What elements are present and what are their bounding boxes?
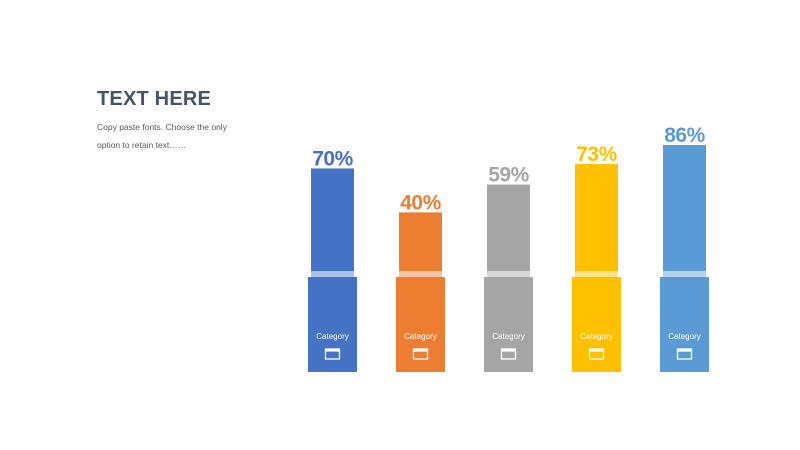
window-icon-bar [325, 349, 340, 352]
value-label-3: 59% [488, 164, 529, 187]
bar-3-separator [487, 271, 530, 277]
bar-3-base [484, 277, 533, 372]
bar-4-base [572, 277, 621, 372]
window-icon-bar [501, 349, 516, 352]
value-label-5: 86% [664, 124, 705, 147]
category-label-3: Category [492, 332, 524, 341]
slide-title: TEXT HERE [97, 88, 212, 110]
value-label-4: 73% [576, 143, 617, 166]
category-label-5: Category [668, 332, 700, 341]
category-label-1: Category [316, 332, 348, 341]
window-icon-bar [413, 349, 428, 352]
category-label-2: Category [404, 332, 436, 341]
bar-1-base [308, 277, 357, 372]
bar-1 [311, 168, 354, 271]
bar-2 [399, 212, 442, 271]
bar-4 [575, 164, 618, 271]
bar-2-separator [399, 271, 442, 277]
bar-4-separator [575, 271, 618, 277]
slide-description: Copy paste fonts. Choose the only option… [97, 118, 237, 154]
bar-5-base [660, 277, 709, 372]
description-line-1: Copy paste fonts. Choose the only [97, 122, 227, 132]
category-label-4: Category [580, 332, 612, 341]
bar-5-separator [663, 271, 706, 277]
description-line-2: option to retain text…… [97, 140, 187, 150]
window-icon-bar [677, 349, 692, 352]
value-label-2: 40% [400, 191, 441, 214]
value-label-1: 70% [312, 147, 353, 170]
bar-3 [487, 184, 530, 271]
bar-5 [663, 145, 706, 271]
window-icon-bar [589, 349, 604, 352]
bar-2-base [396, 277, 445, 372]
bar-1-separator [311, 271, 354, 277]
